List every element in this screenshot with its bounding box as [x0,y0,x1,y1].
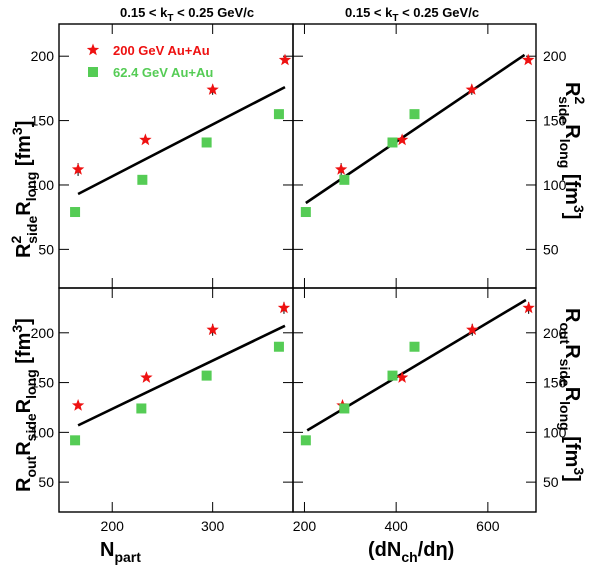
star-point-top-left [278,53,292,66]
square-point-bottom-right [300,435,311,446]
y-tick-label-top-right: 150 [543,113,567,129]
panel-bottom-left: 50 100 150 200 200 300 [31,287,294,534]
square-point-bottom-left [70,435,81,446]
fit-line-top-right [305,53,526,205]
star-point-bottom-left [277,301,291,314]
y-tick-label-top-right: 100 [543,177,567,193]
y-tick-label-bottom-right: 200 [543,325,567,341]
star-point-bottom-right [466,323,479,336]
y-axis-label-bottom-right: RoutRsideRlong [fm3] [557,308,587,482]
x-tick-label-bottom-right: 200 [293,518,317,534]
square-point-top-left [137,174,148,185]
y-tick-label-top-left: 50 [38,241,54,257]
square-point-bottom-right [409,341,420,352]
panel-frame-top-right [292,23,537,289]
square-point-top-left [201,137,212,148]
legend: 200 GeV Au+Au 62.4 GeV Au+Au [86,43,213,80]
x-axis-label-dndeta: (dNch/dη) [368,539,454,565]
legend-label-62gev: 62.4 GeV Au+Au [113,65,213,80]
square-point-top-left [273,109,284,120]
star-point-top-right [465,83,478,95]
star-point-top-right [395,133,409,146]
y-tick-label-top-left: 100 [31,177,55,193]
y-tick-label-bottom-right: 100 [543,424,567,440]
panel-top-right: 50 100 150 200 [292,23,567,289]
legend-star-marker [86,43,100,56]
legend-square-marker [88,67,98,77]
star-point-top-left [139,133,152,146]
y-tick-label-top-left: 150 [31,113,55,129]
star-point-bottom-right [522,301,535,314]
panel-frame-bottom-right [292,287,537,513]
square-point-bottom-left [136,403,147,414]
star-point-bottom-left [206,323,219,336]
square-point-bottom-right [387,370,398,381]
star-point-top-right [522,53,535,66]
y-tick-label-top-right: 50 [543,241,559,257]
fit-line-bottom-left [77,324,286,427]
legend-label-200gev: 200 GeV Au+Au [113,43,210,58]
star-point-top-right [335,163,348,175]
y-axis-label-top-right: R2sideRlong [fm3] [556,82,588,219]
panel-bottom-right: 50 100 150 200 200 400 600 [292,287,567,534]
panel-frame-bottom-left [58,287,294,513]
fit-line-top-left [77,85,286,196]
square-point-top-left [70,207,81,218]
star-point-bottom-left [71,399,85,411]
left-panel-title: 0.15 < kT < 0.25 GeV/c [120,5,254,24]
y-axis-label-top-left: R2sideRlong [fm3] [8,121,40,258]
square-point-bottom-left [273,341,284,352]
square-point-top-right [300,207,311,218]
panel-top-left: 50 100 150 200 [31,23,294,289]
y-tick-label-bottom-left: 200 [31,325,55,341]
y-tick-label-top-left: 200 [31,48,55,64]
star-point-bottom-right [395,371,409,383]
y-tick-label-bottom-left: 50 [38,474,54,490]
x-tick-label-bottom-left: 200 [101,518,125,534]
star-point-top-left [71,163,85,175]
x-tick-label-bottom-right: 600 [476,518,500,534]
y-tick-label-bottom-right: 150 [543,375,567,391]
square-point-top-right [387,137,398,148]
square-point-top-right [409,109,420,120]
y-tick-label-bottom-right: 50 [543,474,559,490]
x-tick-label-bottom-left: 300 [201,518,225,534]
y-axis-label-bottom-left: RoutRsideRlong [fm3] [9,318,39,492]
panel-frame-top-left [58,23,294,289]
star-point-bottom-left [140,371,153,383]
right-panel-title: 0.15 < kT < 0.25 GeV/c [345,5,479,24]
x-tick-label-bottom-right: 400 [384,518,408,534]
x-axis-label-npart: Npart [100,539,141,565]
star-point-top-left [206,83,219,95]
y-tick-label-bottom-left: 150 [31,375,55,391]
y-tick-label-top-right: 200 [543,48,567,64]
square-point-bottom-right [339,403,350,414]
y-tick-label-bottom-left: 100 [31,424,55,440]
square-point-top-right [339,174,350,185]
square-point-bottom-left [201,370,212,381]
